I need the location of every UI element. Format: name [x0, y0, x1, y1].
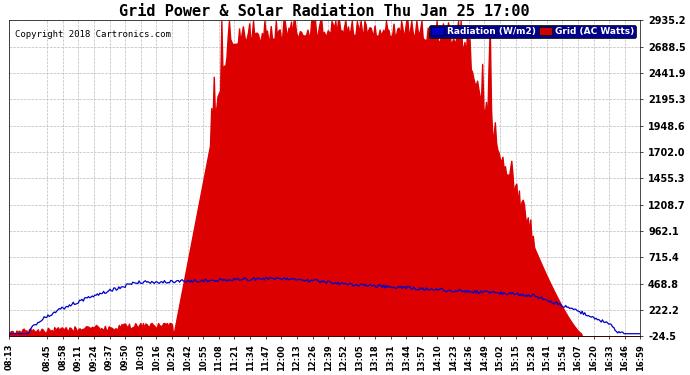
Legend: Radiation (W/m2), Grid (AC Watts): Radiation (W/m2), Grid (AC Watts): [429, 25, 636, 38]
Title: Grid Power & Solar Radiation Thu Jan 25 17:00: Grid Power & Solar Radiation Thu Jan 25 …: [119, 4, 530, 19]
Text: Copyright 2018 Cartronics.com: Copyright 2018 Cartronics.com: [15, 30, 171, 39]
